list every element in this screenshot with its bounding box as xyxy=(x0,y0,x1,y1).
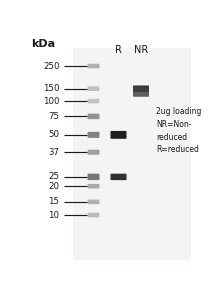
FancyBboxPatch shape xyxy=(88,213,100,217)
Text: kDa: kDa xyxy=(31,39,56,49)
Bar xyxy=(73,47,191,260)
FancyBboxPatch shape xyxy=(88,200,100,204)
Text: 250: 250 xyxy=(43,61,59,70)
Text: 50: 50 xyxy=(48,130,59,140)
FancyBboxPatch shape xyxy=(88,150,100,155)
Text: 20: 20 xyxy=(48,182,59,191)
FancyBboxPatch shape xyxy=(88,114,100,119)
FancyBboxPatch shape xyxy=(133,92,149,97)
FancyBboxPatch shape xyxy=(88,184,100,188)
Text: R: R xyxy=(115,45,122,55)
FancyBboxPatch shape xyxy=(88,64,100,68)
FancyBboxPatch shape xyxy=(88,132,100,138)
FancyBboxPatch shape xyxy=(88,86,100,91)
Text: 10: 10 xyxy=(48,211,59,220)
FancyBboxPatch shape xyxy=(133,85,149,92)
Text: NR: NR xyxy=(134,45,148,55)
FancyBboxPatch shape xyxy=(111,174,126,180)
Text: 100: 100 xyxy=(43,97,59,106)
Text: 37: 37 xyxy=(48,148,59,157)
Text: 15: 15 xyxy=(48,197,59,206)
FancyBboxPatch shape xyxy=(111,131,126,139)
FancyBboxPatch shape xyxy=(88,99,100,103)
Text: 25: 25 xyxy=(48,172,59,182)
FancyBboxPatch shape xyxy=(88,174,100,180)
Text: 150: 150 xyxy=(43,84,59,93)
Text: 2ug loading
NR=Non-
reduced
R=reduced: 2ug loading NR=Non- reduced R=reduced xyxy=(156,107,201,154)
Text: 75: 75 xyxy=(48,112,59,121)
